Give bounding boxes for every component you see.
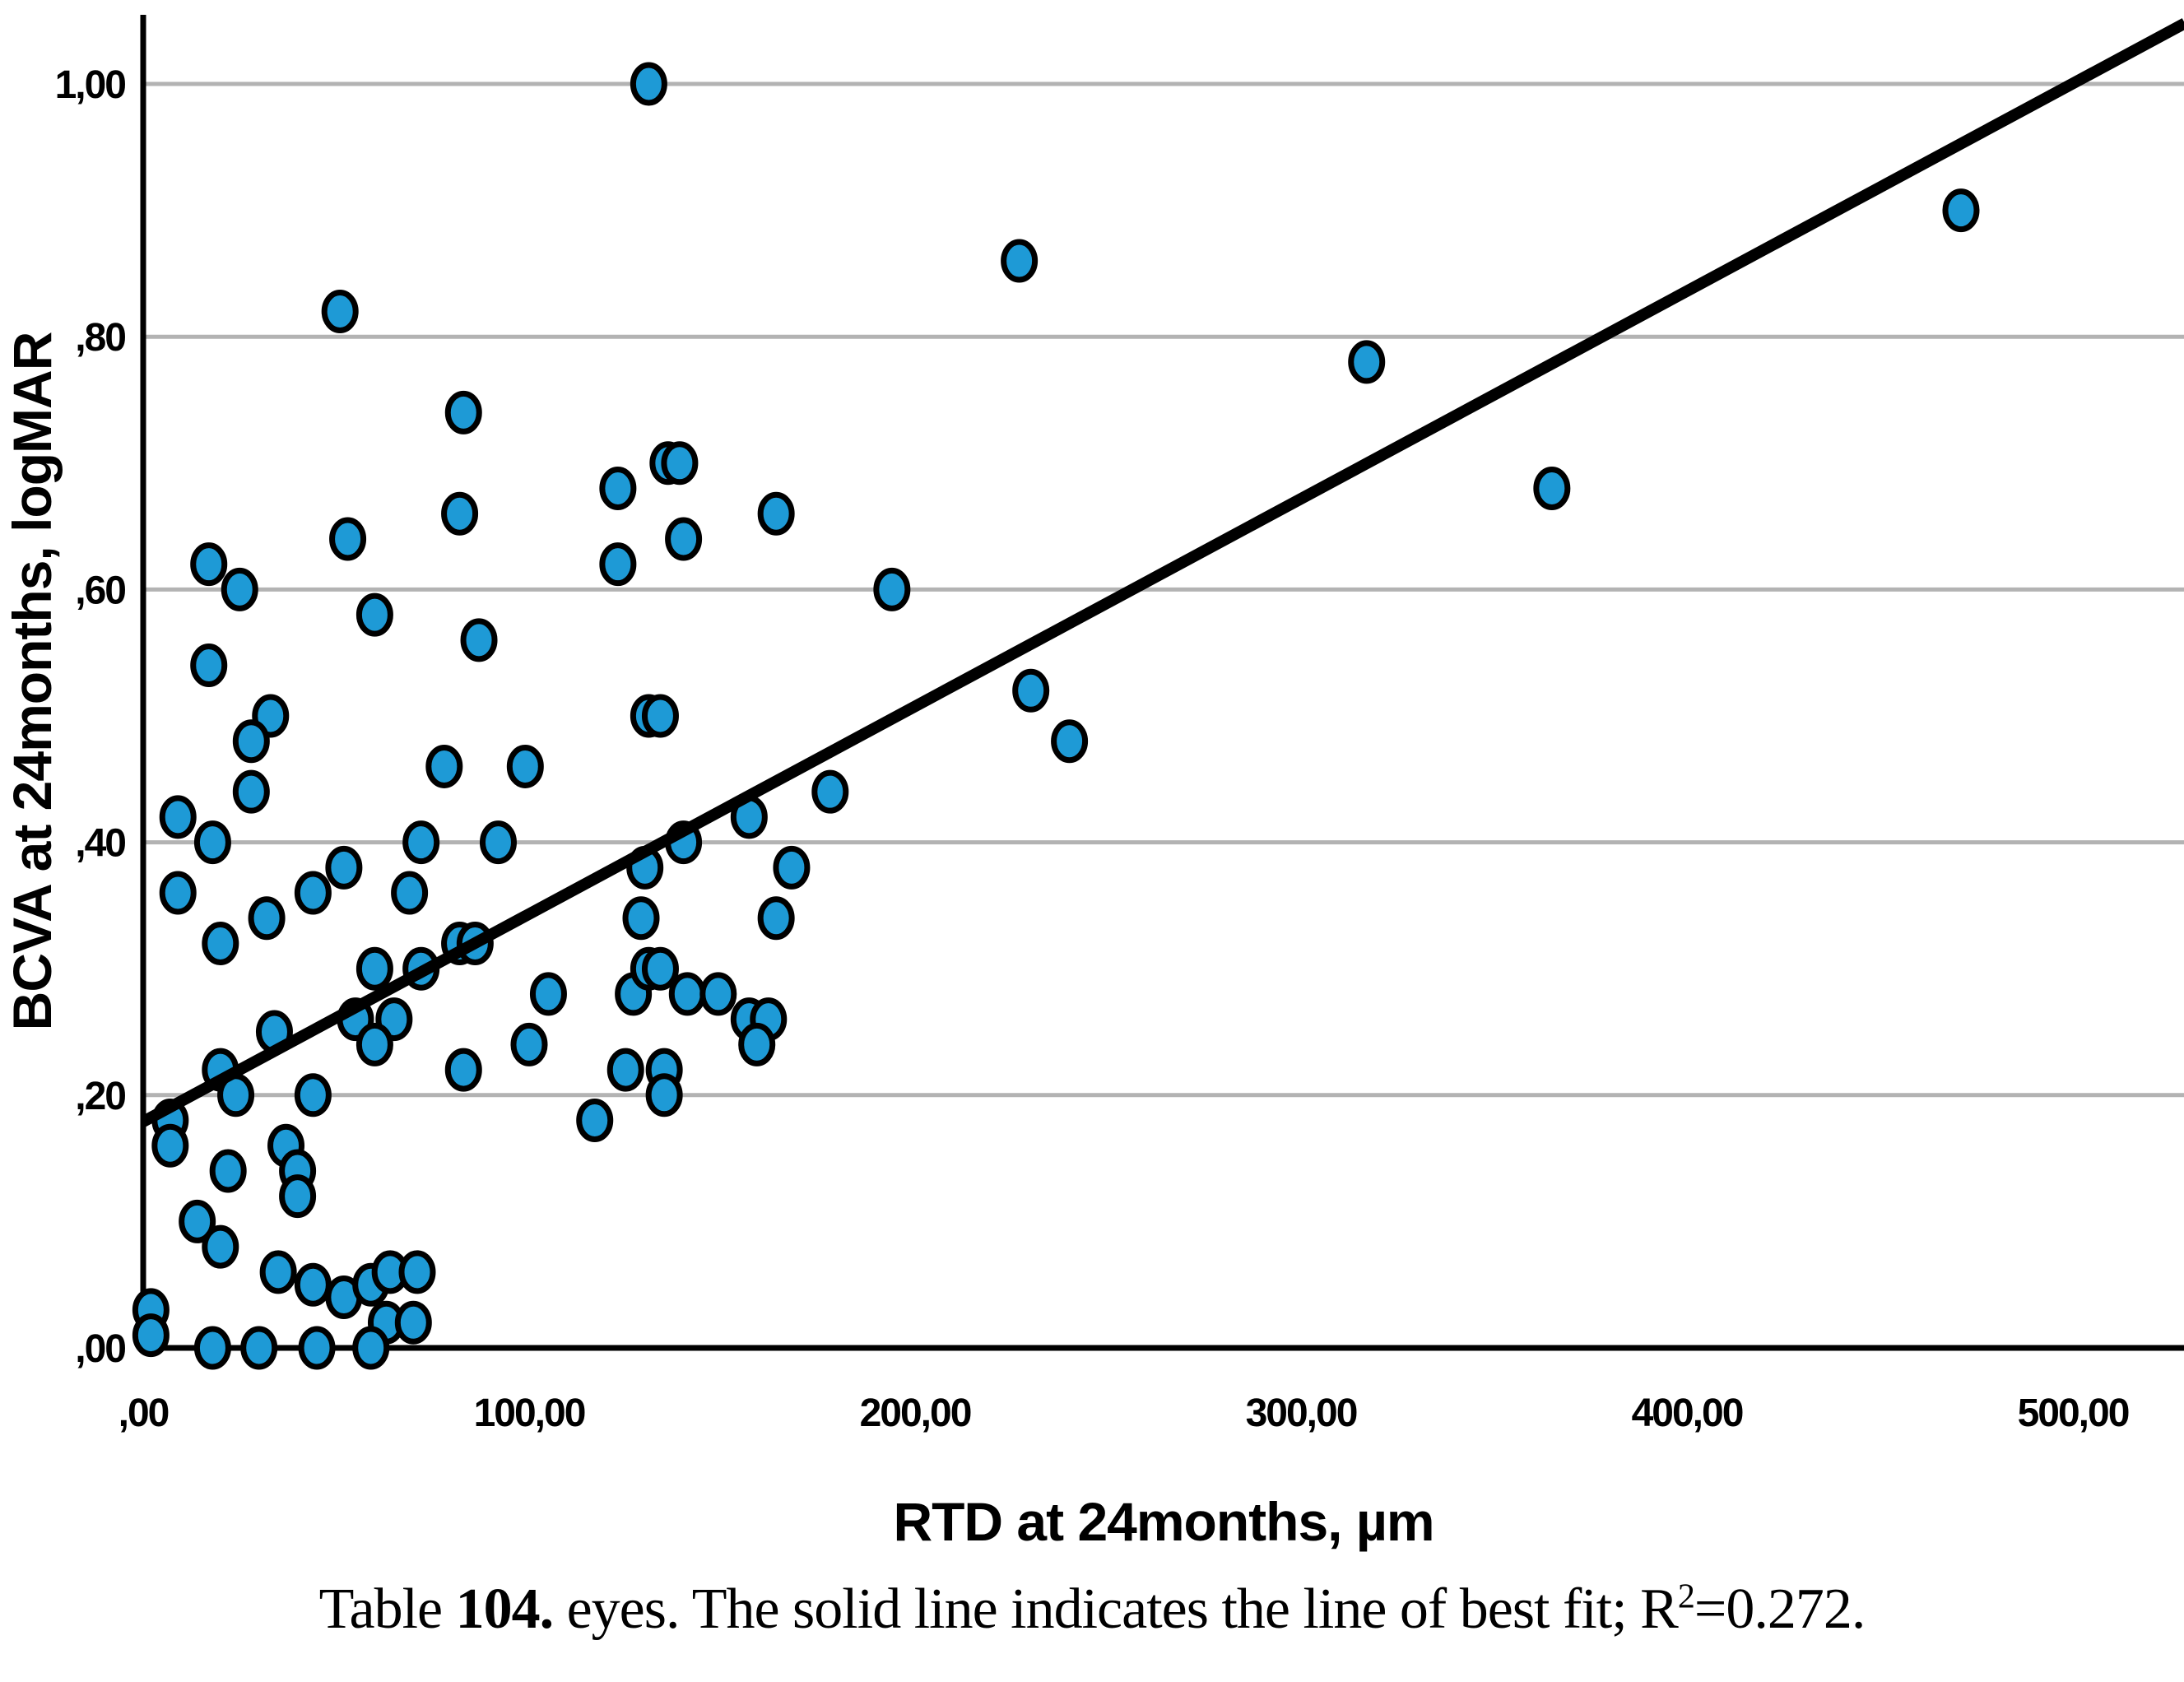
scatter-point bbox=[294, 871, 332, 915]
x-tick-label: 100,00 bbox=[474, 1392, 585, 1435]
scatter-point bbox=[294, 1073, 332, 1117]
x-tick-label: 200,00 bbox=[860, 1392, 971, 1435]
y-tick-label: ,00 bbox=[75, 1327, 125, 1371]
scatter-point bbox=[1348, 340, 1386, 384]
scatter-point bbox=[232, 769, 270, 814]
scatter-plot: ,00 100,00 200,00 300,00 400,00 500,00 ,00 ,20… bbox=[2, 15, 2184, 1552]
scatter-point bbox=[179, 1199, 216, 1243]
scatter-point bbox=[441, 491, 479, 536]
y-tick-label: ,80 bbox=[75, 316, 125, 360]
scatter-point bbox=[757, 491, 795, 536]
scatter-point bbox=[1012, 668, 1050, 713]
caption-superscript: 2 bbox=[1677, 1577, 1695, 1616]
scatter-point bbox=[259, 1250, 297, 1294]
scatter-point bbox=[757, 896, 795, 941]
scatter-point bbox=[576, 1099, 614, 1143]
scatter-point bbox=[209, 1149, 247, 1193]
scatter-point bbox=[873, 567, 911, 611]
scatter-point bbox=[811, 769, 849, 814]
scatter-point bbox=[240, 1326, 278, 1370]
scatter-point bbox=[355, 1022, 393, 1066]
scatter-point bbox=[321, 289, 359, 333]
caption-text-3: =0.272. bbox=[1694, 1577, 1866, 1641]
scatter-point bbox=[668, 972, 706, 1016]
scatter-point bbox=[641, 694, 679, 738]
x-tick-label: 300,00 bbox=[1246, 1392, 1357, 1435]
scatter-point bbox=[294, 1262, 332, 1307]
scatter-point bbox=[444, 390, 482, 434]
x-tick-label: ,00 bbox=[118, 1392, 169, 1435]
scatter-point bbox=[190, 542, 228, 587]
scatter-point bbox=[355, 592, 393, 637]
scatter-point bbox=[329, 517, 367, 561]
x-tick-labels: ,00 100,00 200,00 300,00 400,00 500,00 bbox=[118, 1392, 2131, 1435]
scatter-points bbox=[132, 62, 1980, 1370]
x-axis-title: RTD at 24months, µm bbox=[893, 1491, 1434, 1552]
scatter-point bbox=[510, 1022, 548, 1066]
scatter-point bbox=[1533, 467, 1571, 511]
y-tick-labels: ,00 ,20 ,40 ,60 ,80 1,00 bbox=[55, 63, 128, 1371]
scatter-point bbox=[479, 820, 517, 865]
scatter-point bbox=[159, 871, 197, 915]
y-tick-label: ,60 bbox=[75, 569, 125, 612]
scatter-point bbox=[159, 795, 197, 839]
y-tick-label: 1,00 bbox=[55, 63, 126, 107]
y-tick-label: ,20 bbox=[75, 1075, 125, 1118]
trend-line bbox=[140, 18, 2184, 1127]
scatter-point bbox=[699, 972, 737, 1016]
scatter-point bbox=[1001, 239, 1039, 283]
caption-text-2: eyes. The solid line indicates the line … bbox=[553, 1577, 1679, 1641]
caption-text-1: Table bbox=[318, 1577, 456, 1641]
scatter-point bbox=[355, 946, 393, 991]
y-axis-title: BCVA at 24months, logMAR bbox=[2, 332, 63, 1030]
scatter-point bbox=[630, 62, 667, 106]
scatter-point bbox=[506, 744, 544, 788]
scatter-point bbox=[599, 542, 637, 587]
caption-table-number: 104. bbox=[455, 1577, 554, 1641]
scatter-point bbox=[132, 1313, 170, 1358]
scatter-point bbox=[352, 1326, 390, 1370]
scatter-point bbox=[529, 972, 567, 1016]
scatter-point bbox=[460, 618, 498, 662]
scatter-point bbox=[325, 845, 363, 890]
scatter-point bbox=[444, 1048, 482, 1092]
scatter-point bbox=[661, 441, 699, 486]
scatter-point bbox=[193, 1326, 231, 1370]
scatter-point bbox=[665, 517, 703, 561]
scatter-point bbox=[190, 644, 228, 688]
scatter-point bbox=[773, 845, 811, 890]
scatter-point bbox=[622, 896, 660, 941]
scatter-point bbox=[202, 1224, 239, 1269]
scatter-point bbox=[641, 946, 679, 991]
scatter-point bbox=[193, 820, 231, 865]
scatter-point bbox=[248, 896, 286, 941]
scatter-point bbox=[221, 567, 258, 611]
scatter-point bbox=[402, 820, 440, 865]
scatter-point bbox=[398, 1250, 436, 1294]
scatter-point bbox=[1942, 188, 1980, 233]
scatter-point bbox=[279, 1174, 317, 1219]
scatter-point bbox=[606, 1048, 644, 1092]
scatter-point bbox=[425, 744, 463, 788]
x-tick-label: 500,00 bbox=[2018, 1392, 2129, 1435]
scatter-point bbox=[1051, 719, 1089, 764]
y-tick-label: ,40 bbox=[75, 822, 125, 866]
scatter-point bbox=[298, 1326, 336, 1370]
scatter-point bbox=[202, 921, 239, 965]
scatter-point bbox=[151, 1123, 189, 1168]
scatter-point bbox=[738, 1022, 776, 1066]
scatter-point bbox=[599, 467, 637, 511]
scatter-point bbox=[645, 1073, 683, 1117]
scatter-point bbox=[232, 719, 270, 764]
scatter-point bbox=[391, 871, 429, 915]
x-tick-label: 400,00 bbox=[1632, 1392, 1743, 1435]
scatter-point bbox=[394, 1300, 432, 1345]
figure-caption: Table 104. eyes. The solid line indicate… bbox=[0, 1577, 2184, 1643]
